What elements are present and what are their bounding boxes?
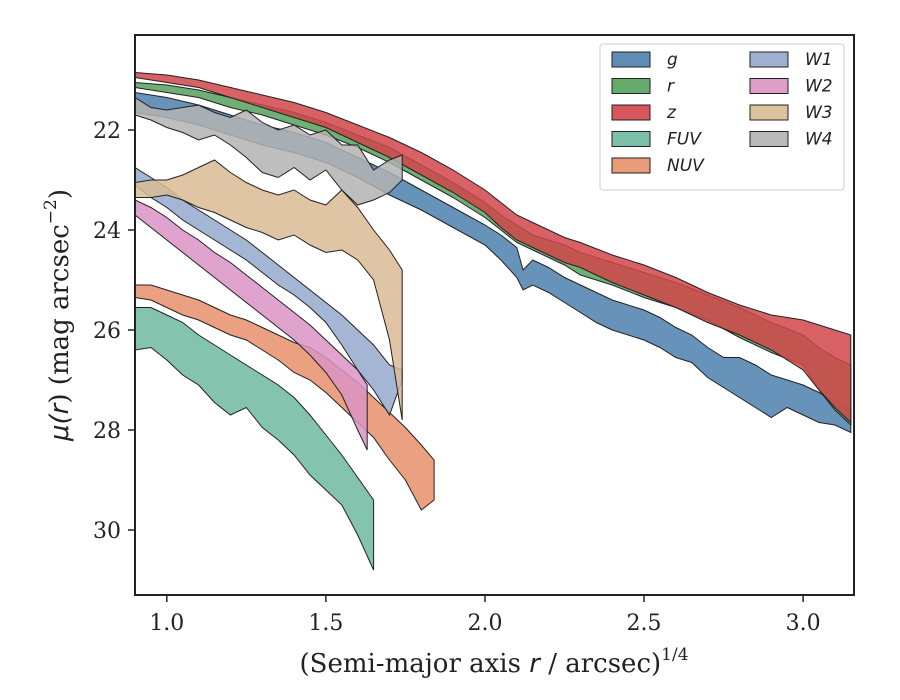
legend-label-w2: W2	[805, 77, 833, 97]
legend-label-nuv: NUV	[667, 156, 705, 176]
legend-swatch-w3	[749, 104, 789, 121]
band-g	[135, 91, 852, 434]
legend-label-w1: W1	[805, 50, 833, 70]
band-fuv	[135, 307, 375, 571]
y-tick-label: 30	[93, 519, 121, 544]
y-tick-label: 24	[93, 219, 121, 244]
plot-frame	[134, 34, 855, 596]
legend-label-g: g	[667, 50, 678, 70]
y-tick-label: 22	[93, 119, 121, 144]
legend-label-w4: W4	[805, 130, 833, 150]
x-tick-label: 1.5	[308, 611, 343, 636]
legend-label-z: z	[666, 103, 677, 123]
legend-swatch-w1	[749, 51, 789, 68]
band-nuv	[135, 284, 435, 511]
x-axis-ticks: 1.0 1.5 2.0 2.5 3.0	[149, 595, 821, 636]
x-tick-label: 1.0	[149, 611, 184, 636]
legend-label-fuv: FUV	[667, 130, 702, 150]
legend-label-w3: W3	[805, 103, 833, 123]
legend-swatch-nuv	[611, 157, 651, 174]
x-tick-label: 2.0	[467, 611, 502, 636]
y-axis-ticks: 22 24 26 28 30	[93, 119, 135, 544]
x-tick-label: 3.0	[786, 611, 821, 636]
legend-swatch-w4	[749, 131, 789, 147]
y-tick-label: 28	[93, 419, 121, 444]
x-tick-label: 2.5	[627, 611, 662, 636]
legend-swatch-g	[611, 51, 651, 68]
legend-label-r: r	[667, 77, 675, 97]
y-axis-label: μ(r) (mag arcsec−2)	[41, 189, 75, 442]
legend-swatch-fuv	[611, 131, 651, 147]
legend-swatch-r	[611, 78, 651, 94]
band-w3	[135, 159, 403, 421]
legend-swatch-z	[611, 104, 651, 121]
legend-swatch-w2	[749, 78, 789, 94]
x-axis-label: (Semi-major axis r / arcsec)1/4	[299, 645, 688, 679]
series-bands	[135, 71, 852, 571]
band-w4	[135, 96, 403, 206]
band-w2	[135, 199, 368, 451]
y-tick-label: 26	[93, 319, 121, 344]
legend: grz FUV NUV W1 W2 W3 W4	[599, 43, 845, 191]
